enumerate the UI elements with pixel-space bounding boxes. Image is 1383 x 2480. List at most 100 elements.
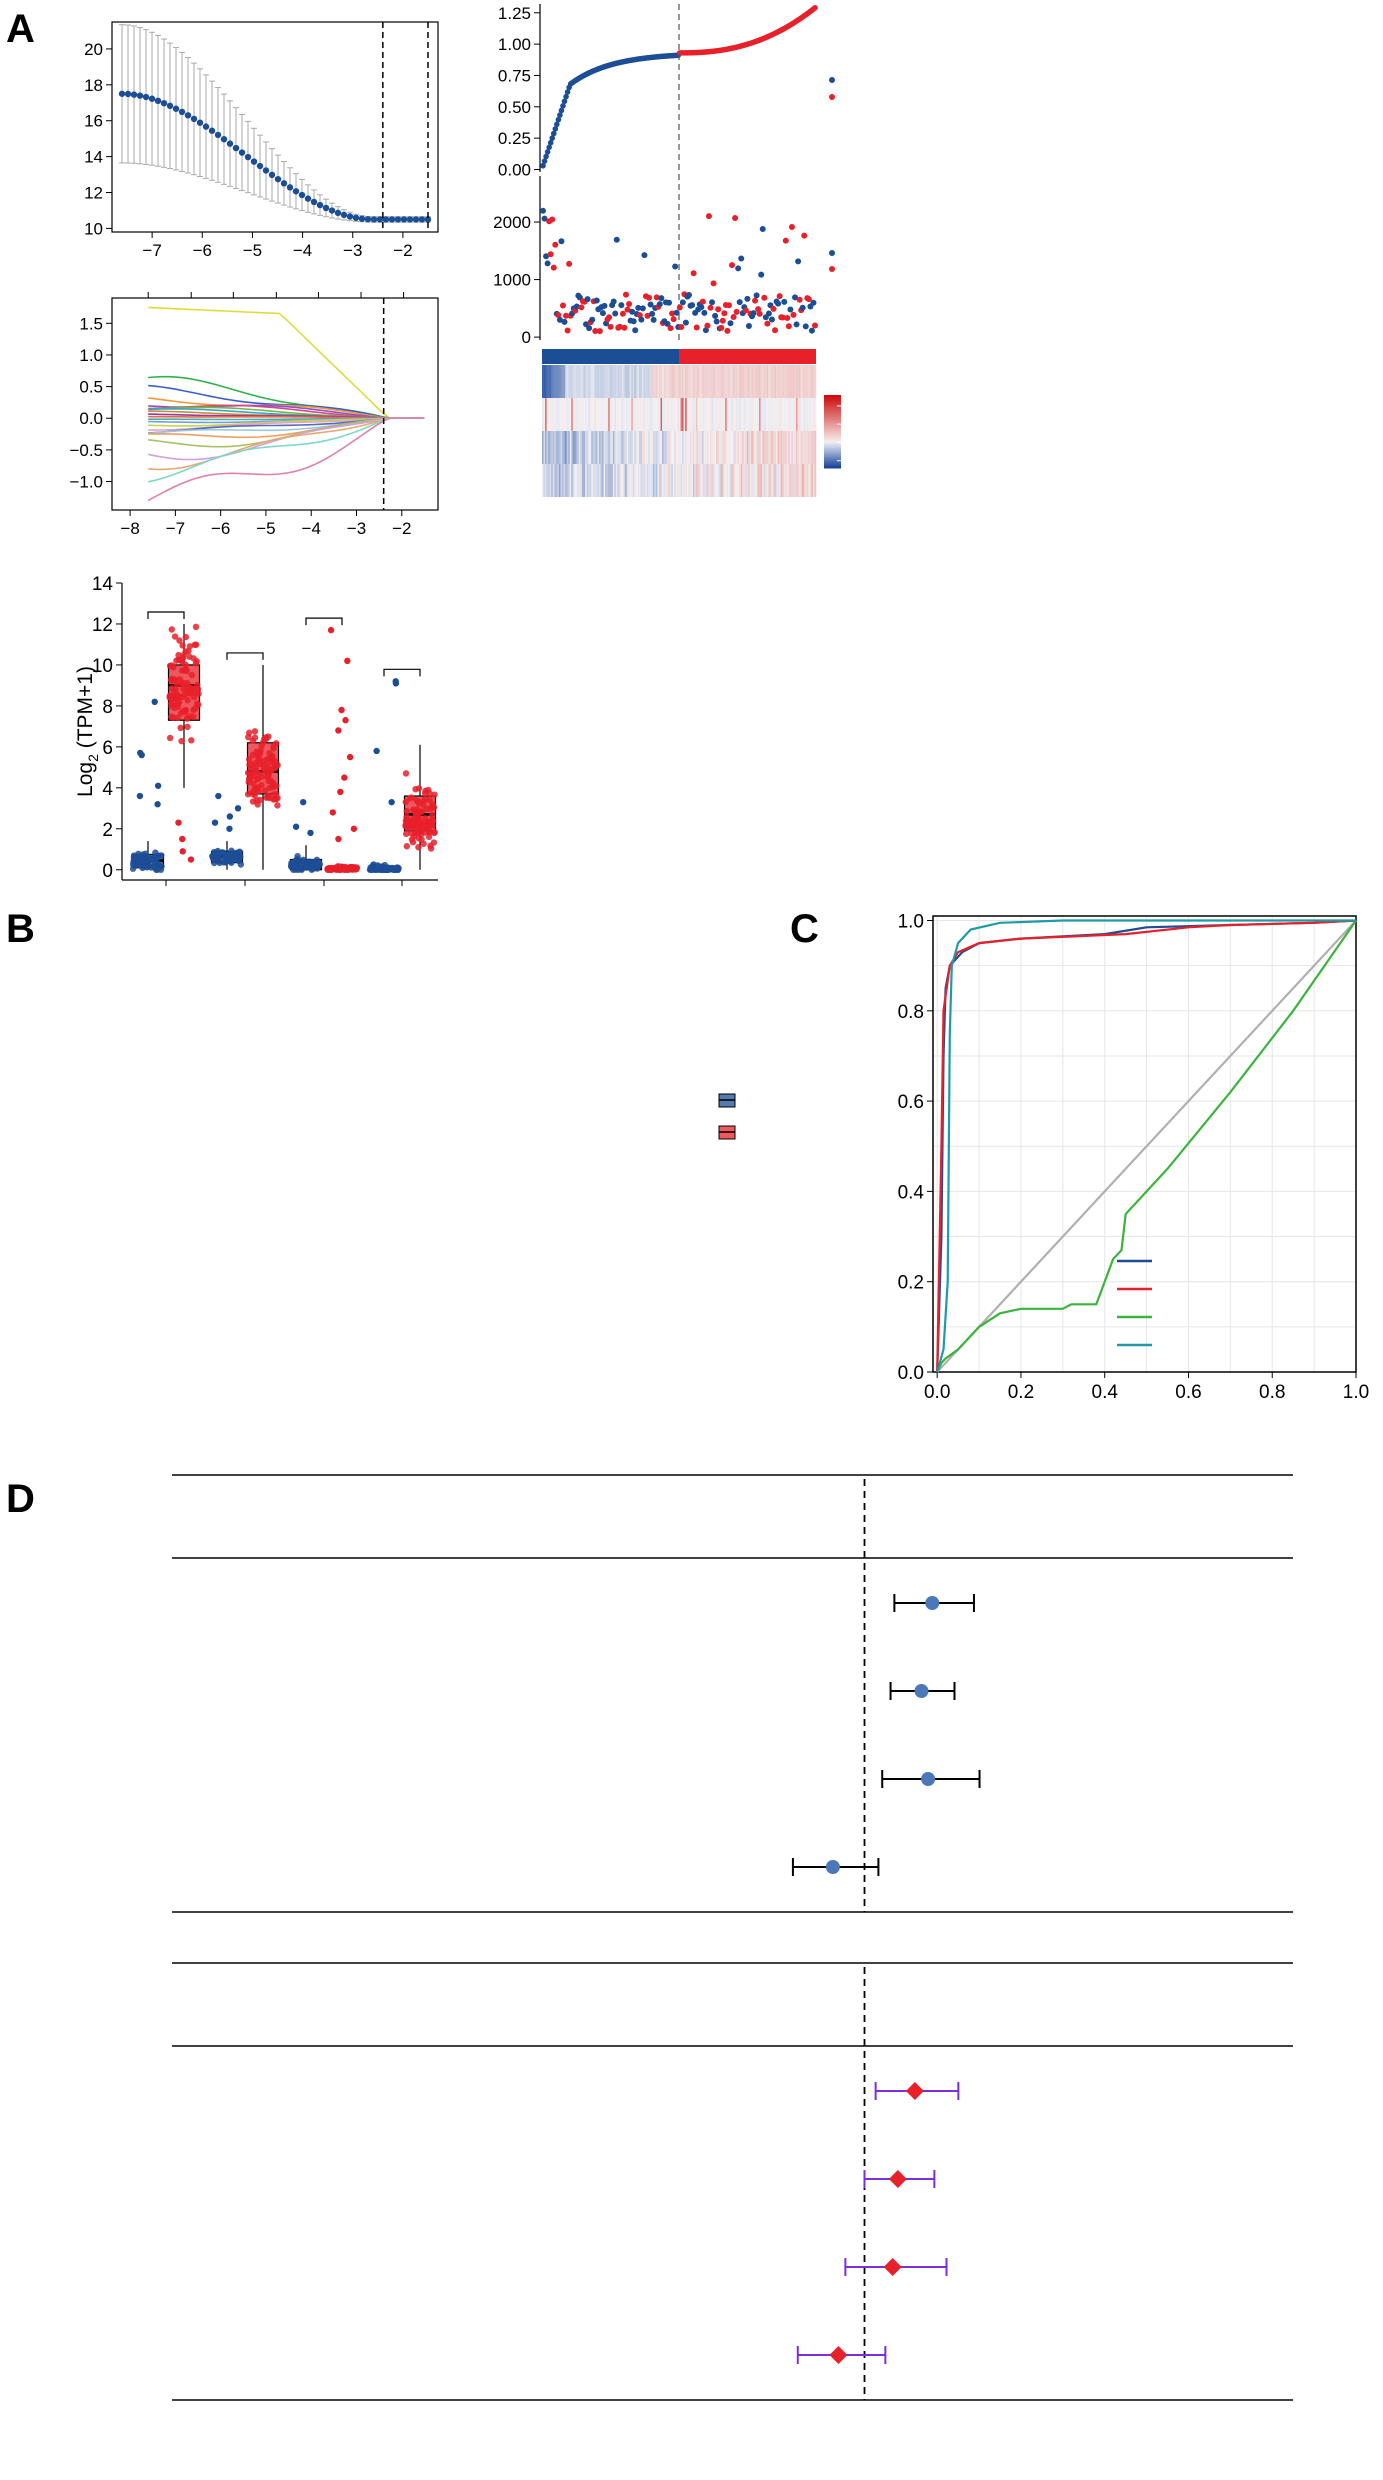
heatmap-cell bbox=[669, 398, 672, 431]
heatmap-cell bbox=[551, 365, 554, 398]
y-tick-label: 1000 bbox=[493, 271, 531, 290]
risk-point bbox=[554, 121, 560, 128]
survival-point bbox=[758, 271, 765, 278]
heatmap-cell bbox=[542, 365, 544, 398]
jitter-point bbox=[417, 831, 425, 838]
heatmap-cell bbox=[765, 431, 768, 464]
heatmap-cell bbox=[648, 431, 651, 464]
survival-point bbox=[670, 316, 677, 323]
forest-univariate bbox=[172, 1474, 1293, 1913]
heatmap-cell bbox=[637, 431, 640, 464]
survival-point bbox=[650, 316, 657, 323]
risk-score-plot: 0.00 0.25 0.50 0.75 1.00 1.25 bbox=[498, 4, 835, 340]
heatmap-cell bbox=[620, 431, 623, 464]
heatmap-cell bbox=[800, 464, 803, 497]
risk-point bbox=[550, 130, 557, 137]
group-bar-high bbox=[679, 349, 816, 364]
heatmap-cell bbox=[598, 365, 601, 398]
heatmap-cell bbox=[717, 431, 720, 464]
deviance-point bbox=[292, 188, 300, 195]
ylabel-tail: (TPM+1) bbox=[74, 666, 97, 754]
heatmap-cell bbox=[757, 464, 760, 497]
heatmap-cell bbox=[745, 464, 748, 497]
heatmap-cell bbox=[634, 365, 637, 398]
heatmap-cell bbox=[789, 365, 792, 398]
jitter-point bbox=[192, 623, 200, 631]
survival-point bbox=[629, 308, 636, 315]
heatmap-cell bbox=[751, 365, 754, 398]
jitter-point bbox=[402, 817, 410, 824]
heatmap-cell bbox=[729, 464, 732, 497]
heatmap-cell bbox=[655, 398, 658, 431]
x-tick-label: −4 bbox=[302, 519, 321, 538]
heatmap-cell bbox=[635, 464, 638, 497]
jitter-point bbox=[270, 745, 277, 752]
heatmap-cell bbox=[714, 464, 717, 497]
heatmap-cell bbox=[649, 398, 652, 431]
jitter-point bbox=[249, 737, 257, 745]
heatmap-cell bbox=[665, 398, 667, 431]
jitter-point bbox=[410, 819, 417, 826]
outlier-point bbox=[179, 848, 186, 855]
heatmap-cell bbox=[668, 464, 671, 497]
heatmap-cell bbox=[749, 464, 752, 497]
heatmap-cell bbox=[679, 398, 681, 431]
y-tick-label: 0.25 bbox=[498, 129, 531, 148]
significance-bracket bbox=[147, 611, 185, 619]
y-tick-label: 1.00 bbox=[498, 35, 531, 54]
risk-point bbox=[564, 89, 571, 95]
risk-point bbox=[558, 107, 565, 114]
heatmap-cell bbox=[652, 464, 655, 497]
plot-frame bbox=[111, 297, 439, 511]
heatmap-cell bbox=[594, 398, 597, 431]
heatmap-cell bbox=[782, 398, 784, 431]
survival-point bbox=[566, 260, 573, 267]
colorbar-step bbox=[824, 418, 841, 422]
survival-point bbox=[636, 312, 643, 319]
heatmap-cell bbox=[598, 431, 601, 464]
y-tick-label: 0 bbox=[522, 328, 531, 347]
heatmap-cell bbox=[629, 398, 632, 431]
y-tick-label: 10 bbox=[92, 656, 113, 677]
survival-point bbox=[730, 314, 737, 321]
heatmap-cell bbox=[797, 431, 800, 464]
survival-point bbox=[621, 324, 628, 331]
heatmap-cell bbox=[715, 431, 718, 464]
risk-point bbox=[560, 103, 566, 109]
heatmap-cell bbox=[680, 464, 683, 497]
deviance-point bbox=[130, 91, 138, 98]
hr-point bbox=[825, 1860, 840, 1874]
heatmap-cell bbox=[646, 464, 649, 497]
deviance-point bbox=[400, 216, 408, 223]
deviance-point bbox=[358, 215, 366, 222]
heatmap-cell bbox=[783, 464, 786, 497]
heatmap-cell bbox=[811, 398, 814, 431]
survival-time-plot: 0 1000 2000 bbox=[493, 176, 835, 347]
colorbar-step bbox=[824, 429, 841, 432]
heatmap-cell bbox=[760, 398, 763, 431]
survival-point bbox=[781, 298, 788, 305]
heatmap-cell bbox=[608, 464, 611, 497]
heatmap-cell bbox=[586, 431, 589, 464]
y-tick-label: 8 bbox=[102, 697, 113, 718]
colorbar-step bbox=[824, 431, 841, 434]
heatmap-cell bbox=[568, 431, 571, 464]
jitter-point bbox=[166, 734, 174, 742]
survival-point bbox=[563, 312, 570, 319]
heatmap-cell bbox=[702, 464, 704, 497]
survival-point bbox=[805, 296, 812, 303]
heatmap-cell bbox=[578, 398, 581, 431]
heatmap-cell bbox=[620, 365, 623, 398]
heatmap-cell bbox=[586, 398, 589, 431]
heatmap-cell bbox=[609, 398, 612, 431]
heatmap-cell bbox=[765, 464, 768, 497]
heatmap-cell bbox=[651, 398, 654, 431]
heatmap-cell bbox=[594, 464, 597, 497]
heatmap-cell bbox=[566, 431, 569, 464]
heatmap-cell bbox=[814, 464, 817, 497]
heatmap-cell bbox=[775, 365, 778, 398]
heatmap-cell bbox=[762, 398, 764, 431]
heatmap-cell bbox=[611, 398, 614, 431]
heatmap-cell bbox=[665, 431, 667, 464]
